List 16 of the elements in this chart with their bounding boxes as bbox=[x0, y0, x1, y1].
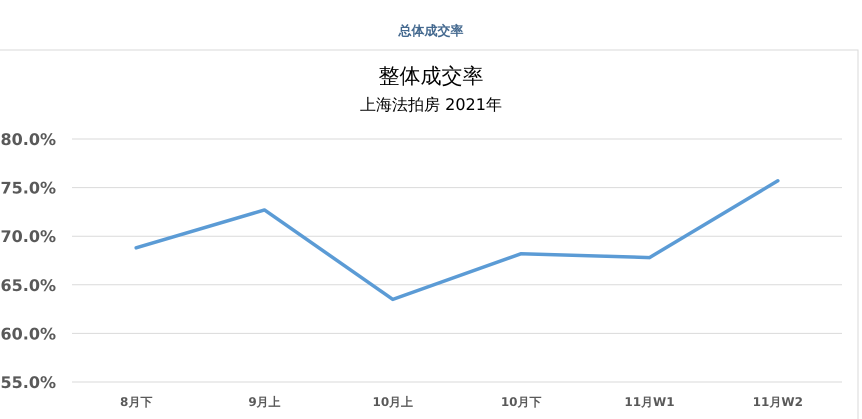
y-tick-label: 65.0% bbox=[0, 276, 56, 295]
y-tick-label: 70.0% bbox=[0, 227, 56, 246]
text: 总体成交率 bbox=[398, 23, 464, 39]
chart-subtitle: 上海法拍房 2021年 bbox=[360, 95, 502, 114]
y-tick-label: 55.0% bbox=[0, 373, 56, 392]
y-tick-label: 80.0% bbox=[0, 130, 56, 149]
x-tick-label: 11月W1 bbox=[624, 395, 675, 409]
chart-title: 整体成交率 bbox=[378, 64, 484, 88]
y-tick-label: 75.0% bbox=[0, 178, 56, 198]
x-tick-label: 8月下 bbox=[120, 395, 152, 409]
y-tick-label: 60.0% bbox=[0, 324, 56, 344]
x-tick-label: 9月上 bbox=[248, 395, 281, 409]
x-tick-label: 10月上 bbox=[372, 395, 414, 409]
x-tick-label: 10月下 bbox=[500, 395, 542, 409]
x-tick-label: 11月W2 bbox=[752, 395, 803, 409]
line-series bbox=[134, 179, 780, 302]
